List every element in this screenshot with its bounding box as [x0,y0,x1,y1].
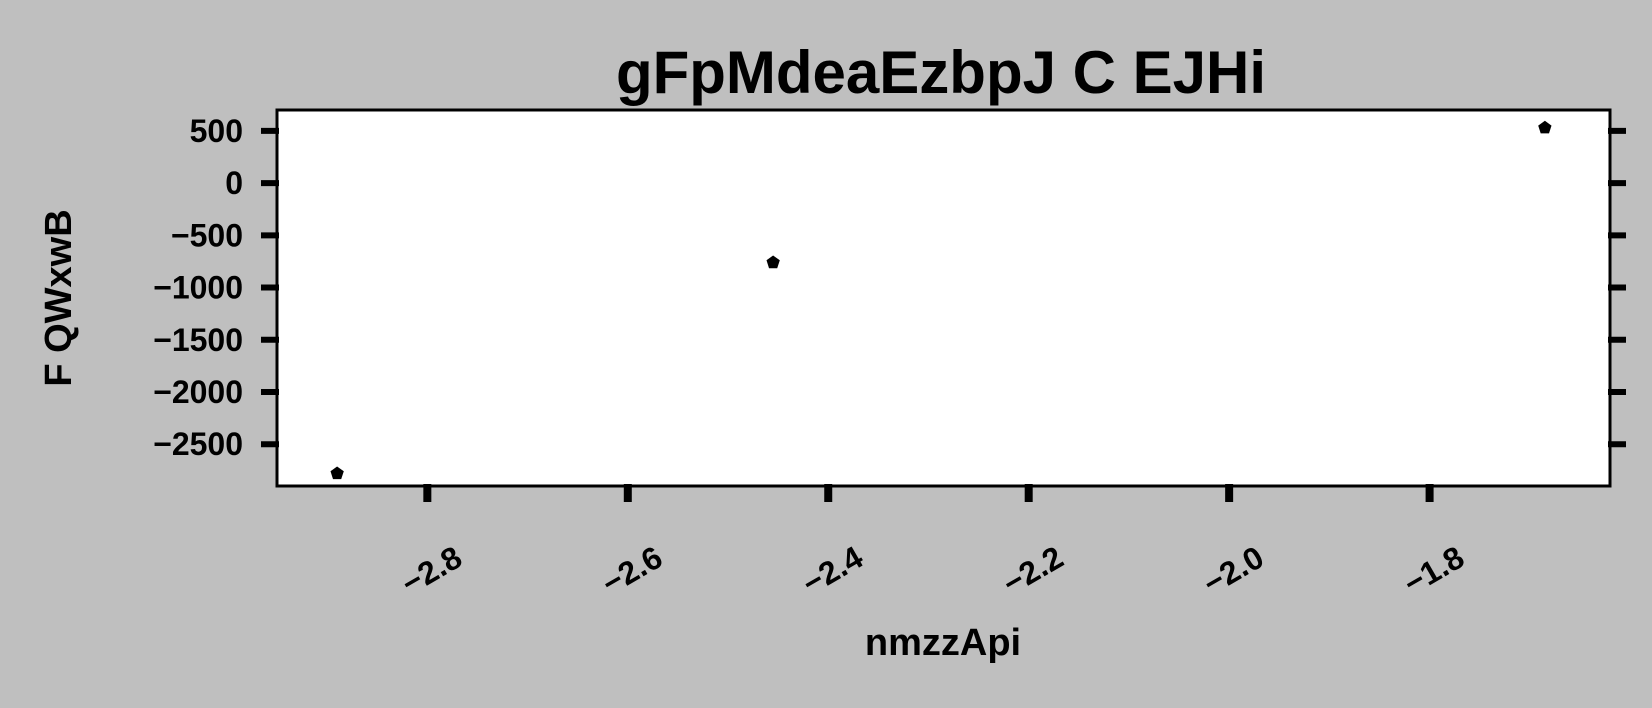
y-tick-label: −1500 [153,322,243,358]
y-tick-label: 0 [225,165,243,201]
plot-area [277,110,1610,486]
chart-title: gFpMdeaEzbpJ C EJHi [616,39,1266,106]
y-axis-label: F QWxwB [38,209,80,386]
y-tick-label: 500 [190,113,243,149]
y-tick-label: −2000 [153,374,243,410]
x-axis-label: nmzzApi [865,622,1021,664]
y-tick-label: −1000 [153,270,243,306]
y-tick-label: −500 [171,217,243,253]
y-tick-label: −2500 [153,426,243,462]
